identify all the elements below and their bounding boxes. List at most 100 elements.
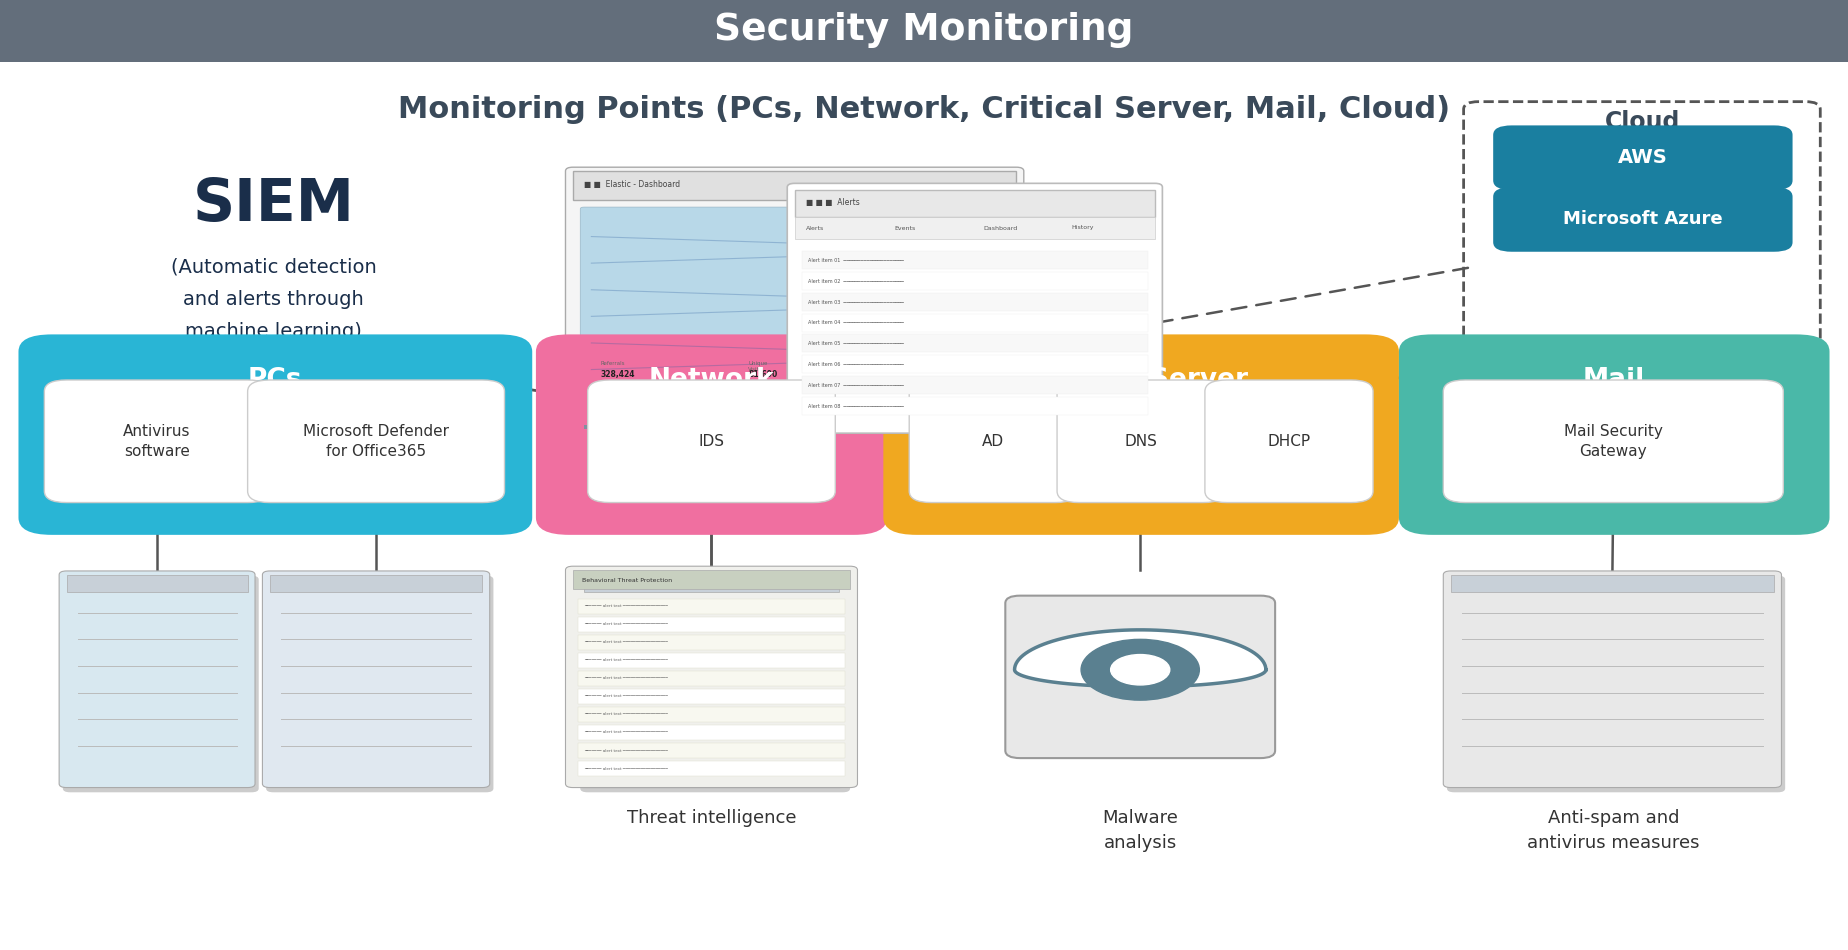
Text: Unique
Visit: Unique Visit	[748, 361, 767, 371]
Text: Anti-spam and
antivirus measures: Anti-spam and antivirus measures	[1526, 809, 1700, 852]
Text: Microsoft Azure: Microsoft Azure	[1563, 211, 1722, 228]
Text: Antivirus
software: Antivirus software	[124, 424, 190, 459]
Text: Network: Network	[649, 367, 774, 393]
Text: Alert item 04  ─────────────────────: Alert item 04 ─────────────────────	[808, 320, 904, 326]
FancyBboxPatch shape	[578, 761, 845, 776]
FancyBboxPatch shape	[787, 183, 1162, 433]
Text: 81,690: 81,690	[748, 370, 778, 379]
Text: (Automatic detection
and alerts through
machine learning): (Automatic detection and alerts through …	[170, 257, 377, 341]
FancyBboxPatch shape	[67, 575, 248, 592]
Text: 328,424: 328,424	[601, 370, 636, 379]
FancyBboxPatch shape	[584, 425, 889, 429]
Text: Alert item 08  ─────────────────────: Alert item 08 ─────────────────────	[808, 404, 904, 409]
FancyBboxPatch shape	[1057, 380, 1225, 503]
FancyBboxPatch shape	[59, 571, 255, 788]
FancyBboxPatch shape	[1443, 380, 1783, 503]
FancyBboxPatch shape	[573, 171, 1016, 200]
Text: Dashboard: Dashboard	[983, 225, 1018, 231]
Text: Alert item 06  ─────────────────────: Alert item 06 ─────────────────────	[808, 362, 904, 368]
FancyBboxPatch shape	[1005, 596, 1275, 758]
Text: ─────── alert text ──────────────────: ─────── alert text ──────────────────	[584, 676, 667, 680]
Text: SIEM: SIEM	[192, 176, 355, 233]
FancyBboxPatch shape	[578, 725, 845, 740]
FancyBboxPatch shape	[1493, 187, 1793, 252]
Circle shape	[1081, 639, 1199, 700]
Text: PCs: PCs	[248, 367, 303, 393]
FancyBboxPatch shape	[266, 576, 493, 792]
Text: ─────── alert text ──────────────────: ─────── alert text ──────────────────	[584, 712, 667, 716]
Polygon shape	[1015, 630, 1266, 687]
FancyBboxPatch shape	[802, 376, 1148, 394]
FancyBboxPatch shape	[18, 334, 532, 535]
FancyBboxPatch shape	[1451, 575, 1774, 592]
Text: AD: AD	[983, 434, 1003, 448]
FancyBboxPatch shape	[248, 380, 505, 503]
FancyBboxPatch shape	[578, 653, 845, 668]
Text: Microsoft Defender
for Office365: Microsoft Defender for Office365	[303, 424, 449, 459]
FancyBboxPatch shape	[802, 397, 1148, 415]
FancyBboxPatch shape	[565, 167, 1024, 446]
Text: Malware
analysis: Malware analysis	[1101, 809, 1179, 852]
Text: ─────── alert text ──────────────────: ─────── alert text ──────────────────	[584, 658, 667, 662]
Text: ■ ■ ■  Alerts: ■ ■ ■ Alerts	[806, 198, 859, 207]
Text: Alert item 03  ─────────────────────: Alert item 03 ─────────────────────	[808, 299, 904, 305]
FancyBboxPatch shape	[802, 272, 1148, 290]
FancyBboxPatch shape	[795, 217, 1155, 239]
Text: AWS: AWS	[1619, 148, 1667, 167]
FancyBboxPatch shape	[1205, 380, 1373, 503]
FancyBboxPatch shape	[1493, 125, 1793, 190]
FancyBboxPatch shape	[578, 689, 845, 704]
Text: Referrals: Referrals	[601, 361, 625, 366]
Text: Monitoring Points (PCs, Network, Critical Server, Mail, Cloud): Monitoring Points (PCs, Network, Critica…	[397, 95, 1451, 124]
Text: Mail Security
Gateway: Mail Security Gateway	[1563, 424, 1663, 459]
FancyBboxPatch shape	[578, 743, 845, 758]
Text: Mail: Mail	[1584, 367, 1645, 393]
Text: ─────── alert text ──────────────────: ─────── alert text ──────────────────	[584, 640, 667, 644]
Text: Cloud: Cloud	[1606, 109, 1680, 134]
FancyBboxPatch shape	[802, 314, 1148, 332]
FancyBboxPatch shape	[578, 671, 845, 686]
Text: ─────── alert text ──────────────────: ─────── alert text ──────────────────	[584, 731, 667, 734]
Text: DHCP: DHCP	[1268, 434, 1310, 448]
FancyBboxPatch shape	[1399, 334, 1830, 535]
FancyBboxPatch shape	[578, 635, 845, 650]
Text: ─────── alert text ──────────────────: ─────── alert text ──────────────────	[584, 749, 667, 752]
Text: Alert item 05  ─────────────────────: Alert item 05 ─────────────────────	[808, 341, 904, 347]
FancyBboxPatch shape	[909, 380, 1077, 503]
FancyBboxPatch shape	[795, 190, 1155, 217]
Circle shape	[1111, 655, 1170, 685]
FancyBboxPatch shape	[63, 576, 259, 792]
Text: ─────── alert text ──────────────────: ─────── alert text ──────────────────	[584, 767, 667, 770]
FancyBboxPatch shape	[578, 617, 845, 632]
FancyBboxPatch shape	[584, 575, 839, 592]
FancyBboxPatch shape	[1464, 102, 1820, 369]
FancyBboxPatch shape	[536, 334, 887, 535]
FancyBboxPatch shape	[44, 380, 270, 503]
Text: DNS: DNS	[1125, 434, 1157, 448]
Text: Alerts: Alerts	[806, 225, 824, 231]
FancyBboxPatch shape	[270, 575, 482, 592]
FancyBboxPatch shape	[0, 0, 1848, 62]
Text: Alert item 01  ─────────────────────: Alert item 01 ─────────────────────	[808, 257, 904, 263]
FancyBboxPatch shape	[573, 570, 850, 589]
FancyBboxPatch shape	[578, 707, 845, 722]
FancyBboxPatch shape	[883, 334, 1399, 535]
Text: Events: Events	[894, 225, 915, 231]
FancyBboxPatch shape	[578, 598, 845, 614]
Text: Behavioral Threat Protection: Behavioral Threat Protection	[582, 578, 673, 583]
Text: ─────── alert text ──────────────────: ─────── alert text ──────────────────	[584, 622, 667, 626]
Text: Alert item 07  ─────────────────────: Alert item 07 ─────────────────────	[808, 383, 904, 389]
Text: Alert item 02  ─────────────────────: Alert item 02 ─────────────────────	[808, 278, 904, 284]
FancyBboxPatch shape	[565, 566, 857, 788]
FancyBboxPatch shape	[1443, 571, 1781, 788]
FancyBboxPatch shape	[577, 571, 846, 788]
Text: History: History	[1072, 225, 1094, 231]
Text: ■ ■  Elastic - Dashboard: ■ ■ Elastic - Dashboard	[584, 180, 680, 189]
Text: ─────── alert text ──────────────────: ─────── alert text ──────────────────	[584, 694, 667, 698]
FancyBboxPatch shape	[802, 251, 1148, 269]
FancyBboxPatch shape	[262, 571, 490, 788]
FancyBboxPatch shape	[588, 380, 835, 503]
FancyBboxPatch shape	[802, 355, 1148, 373]
Text: IDS: IDS	[699, 434, 724, 448]
Text: ─────── alert text ──────────────────: ─────── alert text ──────────────────	[584, 604, 667, 608]
